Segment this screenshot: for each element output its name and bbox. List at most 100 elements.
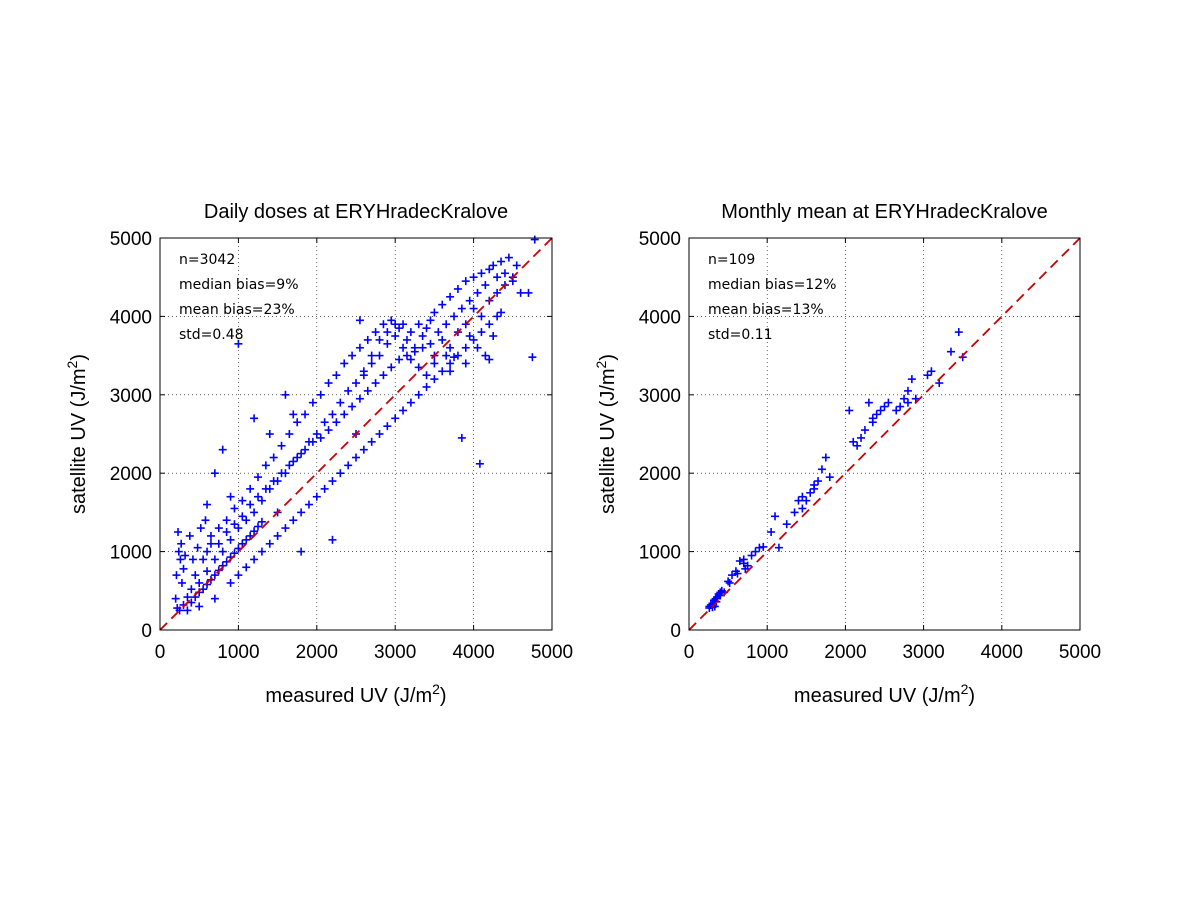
data-point	[477, 312, 486, 321]
data-point	[751, 547, 760, 556]
data-point	[203, 500, 212, 509]
data-point	[265, 430, 274, 438]
data-point	[206, 539, 215, 548]
y-axis-label: satellite UV (J/m2)	[64, 354, 90, 514]
data-point	[739, 559, 748, 568]
y-tick-label: 4000	[110, 307, 152, 328]
data-point	[892, 406, 901, 415]
x-tick-label: 4000	[452, 642, 494, 663]
data-point	[183, 593, 192, 602]
data-point	[426, 339, 435, 348]
data-point	[250, 555, 259, 564]
data-point	[391, 414, 400, 423]
data-point	[512, 261, 521, 270]
data-point	[320, 418, 329, 427]
data-point	[418, 343, 427, 352]
data-point	[857, 433, 866, 442]
x-tick-label: 2000	[824, 642, 866, 663]
data-point	[336, 398, 345, 407]
data-point	[725, 578, 734, 587]
y-tick-label: 1000	[639, 543, 681, 564]
data-point	[297, 508, 306, 517]
data-point	[481, 351, 490, 360]
data-point	[281, 390, 290, 399]
data-point	[438, 367, 447, 376]
data-point	[430, 375, 439, 384]
data-point	[810, 480, 819, 489]
data-point	[457, 304, 466, 313]
data-point	[238, 512, 247, 521]
data-point	[477, 328, 486, 337]
data-point	[469, 335, 478, 344]
data-point	[896, 402, 905, 411]
data-point	[798, 504, 807, 513]
data-point	[422, 324, 431, 333]
data-point	[497, 257, 506, 266]
y-tick-label: 0	[670, 621, 681, 642]
data-point	[399, 343, 408, 352]
data-point	[497, 308, 506, 317]
data-point	[336, 469, 345, 478]
data-point	[371, 328, 380, 337]
data-point	[461, 277, 470, 286]
data-point	[946, 347, 955, 356]
x-tick-label: 0	[684, 642, 695, 663]
data-point	[876, 406, 885, 415]
x-tick-label: 5000	[1059, 642, 1101, 663]
data-point	[210, 594, 219, 603]
data-point	[352, 379, 360, 388]
data-point	[250, 508, 259, 517]
data-point	[297, 449, 306, 458]
stat-annotation: median bias=12%	[708, 277, 836, 293]
data-point	[250, 414, 259, 423]
data-point	[316, 433, 325, 442]
data-point	[475, 459, 484, 468]
data-point	[450, 312, 458, 321]
data-point	[214, 539, 223, 548]
data-point	[199, 555, 208, 564]
data-point	[469, 304, 478, 313]
data-point	[176, 555, 185, 564]
data-point	[516, 288, 525, 297]
data-point	[367, 437, 376, 446]
data-point	[806, 488, 815, 497]
data-point	[188, 555, 197, 564]
chart-panel-1: 0 1000 2000 3000 4000 5000 0 1000 2000 3000 4000 50…	[64, 201, 573, 707]
data-point	[191, 571, 200, 580]
data-point	[845, 406, 854, 415]
data-point	[504, 253, 513, 262]
data-point	[489, 332, 498, 340]
data-point	[371, 379, 380, 388]
x-tick-label: 5000	[531, 642, 573, 663]
data-point	[375, 430, 384, 438]
data-point	[359, 445, 368, 454]
data-point	[340, 359, 349, 368]
data-point	[782, 520, 791, 529]
data-point	[257, 547, 266, 556]
data-point	[210, 555, 219, 564]
data-point	[375, 351, 384, 360]
x-tick-label: 0	[155, 642, 166, 663]
data-point	[355, 316, 364, 325]
data-point	[489, 261, 498, 270]
data-point	[179, 564, 188, 573]
stat-annotation: n=3042	[179, 252, 235, 268]
data-point	[442, 320, 451, 329]
data-point	[273, 531, 282, 540]
data-point	[422, 382, 431, 391]
data-point	[457, 433, 466, 442]
data-point	[446, 359, 455, 368]
data-point	[242, 535, 251, 544]
data-point	[767, 528, 776, 536]
stat-annotation: n=109	[708, 252, 755, 268]
data-point	[446, 292, 455, 301]
data-point	[328, 477, 337, 486]
data-point	[724, 577, 733, 586]
data-point	[453, 284, 462, 293]
data-point	[759, 542, 768, 551]
data-point	[379, 320, 388, 329]
data-point	[430, 308, 439, 317]
data-point	[923, 371, 932, 380]
data-point	[794, 496, 803, 505]
data-point	[817, 465, 826, 474]
